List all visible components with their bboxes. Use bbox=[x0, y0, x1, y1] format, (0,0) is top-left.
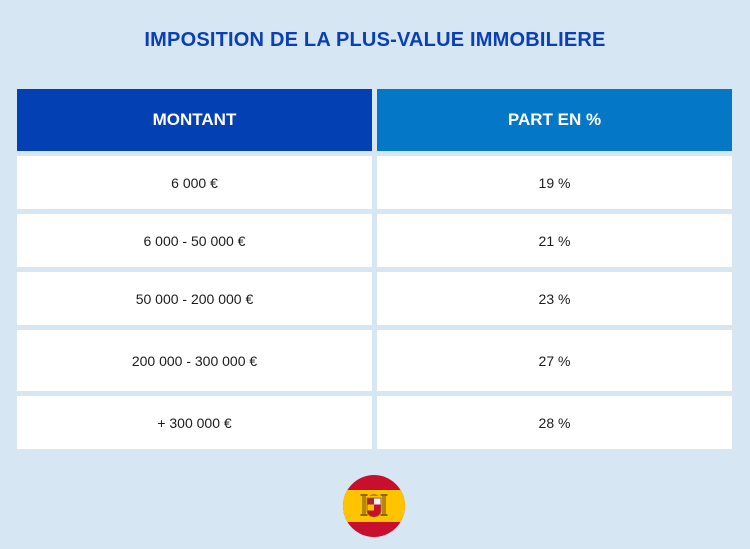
page-title: IMPOSITION DE LA PLUS-VALUE IMMOBILIERE bbox=[144, 29, 606, 51]
part-cell: 23 % bbox=[377, 272, 732, 325]
header-part: PART EN % bbox=[377, 89, 732, 151]
spain-flag-icon bbox=[343, 475, 405, 537]
part-cell: 21 % bbox=[377, 214, 732, 267]
table-row: 6 000 - 50 000 € 21 % bbox=[17, 214, 732, 267]
montant-cell: + 300 000 € bbox=[17, 396, 372, 449]
table-row: 200 000 - 300 000 € 27 % bbox=[17, 330, 732, 391]
montant-cell: 50 000 - 200 000 € bbox=[17, 272, 372, 325]
table-row: 50 000 - 200 000 € 23 % bbox=[17, 272, 732, 325]
montant-cell: 6 000 - 50 000 € bbox=[17, 214, 372, 267]
header-montant: MONTANT bbox=[17, 89, 372, 151]
table-row: + 300 000 € 28 % bbox=[17, 396, 732, 449]
part-cell: 27 % bbox=[377, 330, 732, 391]
table-row: 6 000 € 19 % bbox=[17, 156, 732, 209]
montant-cell: 200 000 - 300 000 € bbox=[17, 330, 372, 391]
montant-cell: 6 000 € bbox=[17, 156, 372, 209]
tax-table: MONTANT PART EN % 6 000 € 19 % 6 000 - 5… bbox=[17, 89, 732, 454]
part-cell: 28 % bbox=[377, 396, 732, 449]
part-cell: 19 % bbox=[377, 156, 732, 209]
table-header-row: MONTANT PART EN % bbox=[17, 89, 732, 151]
